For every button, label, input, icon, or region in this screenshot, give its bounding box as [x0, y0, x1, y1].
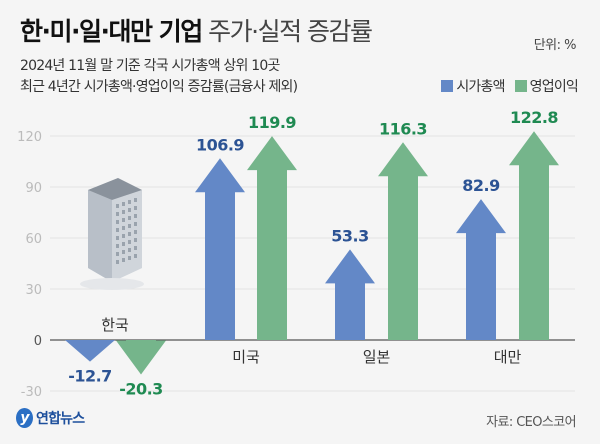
title-bold: 한·미·일·대만 기업	[20, 17, 203, 46]
arrow-bar-operating-profit-1	[247, 136, 297, 340]
chart-title: 한·미·일·대만 기업 주가·실적 증감률	[20, 12, 373, 48]
yonhap-logo: y 연합뉴스	[16, 408, 85, 428]
logo-icon: y	[16, 408, 33, 428]
note-line-1: 2024년 11월 말 기준 각국 시가총액 상위 10곳	[20, 58, 280, 74]
y-tick-label: -30	[21, 385, 42, 400]
legend-swatch-green	[514, 80, 527, 92]
data-label: 122.8	[510, 108, 558, 127]
y-tick-label: 120	[17, 130, 42, 145]
arrow-bar-market-cap-1	[195, 158, 245, 340]
legend-item-0: 시가총액	[441, 76, 505, 96]
legend-label: 영업이익	[529, 79, 579, 95]
legend: 시가총액 영업이익	[441, 76, 579, 96]
data-label: 106.9	[196, 135, 244, 154]
arrow-bar-operating-profit-2	[378, 142, 428, 340]
data-label: 116.3	[379, 119, 427, 138]
y-tick-label: 60	[25, 232, 42, 247]
x-tick-label: 일본	[363, 348, 391, 366]
data-label: 82.9	[462, 176, 500, 195]
data-label: -12.7	[68, 367, 112, 386]
legend-swatch-blue	[441, 80, 454, 92]
arrow-bar-market-cap-3	[456, 199, 506, 340]
data-label: 119.9	[248, 113, 296, 132]
legend-item-1: 영업이익	[514, 76, 579, 96]
x-tick-label: 미국	[232, 348, 260, 366]
unit-label: 단위: %	[533, 38, 577, 53]
data-label: -20.3	[119, 380, 163, 399]
legend-label: 시가총액	[456, 79, 505, 95]
y-tick-label: 90	[25, 181, 42, 196]
arrow-bar-operating-profit-0	[116, 340, 166, 375]
logo-text: 연합뉴스	[36, 411, 85, 427]
y-tick-label: 0	[34, 334, 42, 349]
x-tick-label: 대만	[494, 348, 522, 366]
arrow-bar-market-cap-2	[325, 249, 375, 340]
arrow-bar-market-cap-0	[65, 340, 115, 362]
data-label: 53.3	[331, 226, 368, 245]
arrow-bar-operating-profit-3	[509, 131, 559, 340]
y-tick-label: 30	[25, 283, 42, 298]
building-illustration	[80, 178, 144, 290]
source-note: 자료: CEO스코어	[486, 415, 576, 430]
title-sub: 주가·실적 증감률	[208, 17, 373, 46]
note-line-2: 최근 4년간 시가총액·영업이익 증감률(금융사 제외)	[20, 79, 298, 95]
x-tick-label: 한국	[101, 316, 129, 334]
